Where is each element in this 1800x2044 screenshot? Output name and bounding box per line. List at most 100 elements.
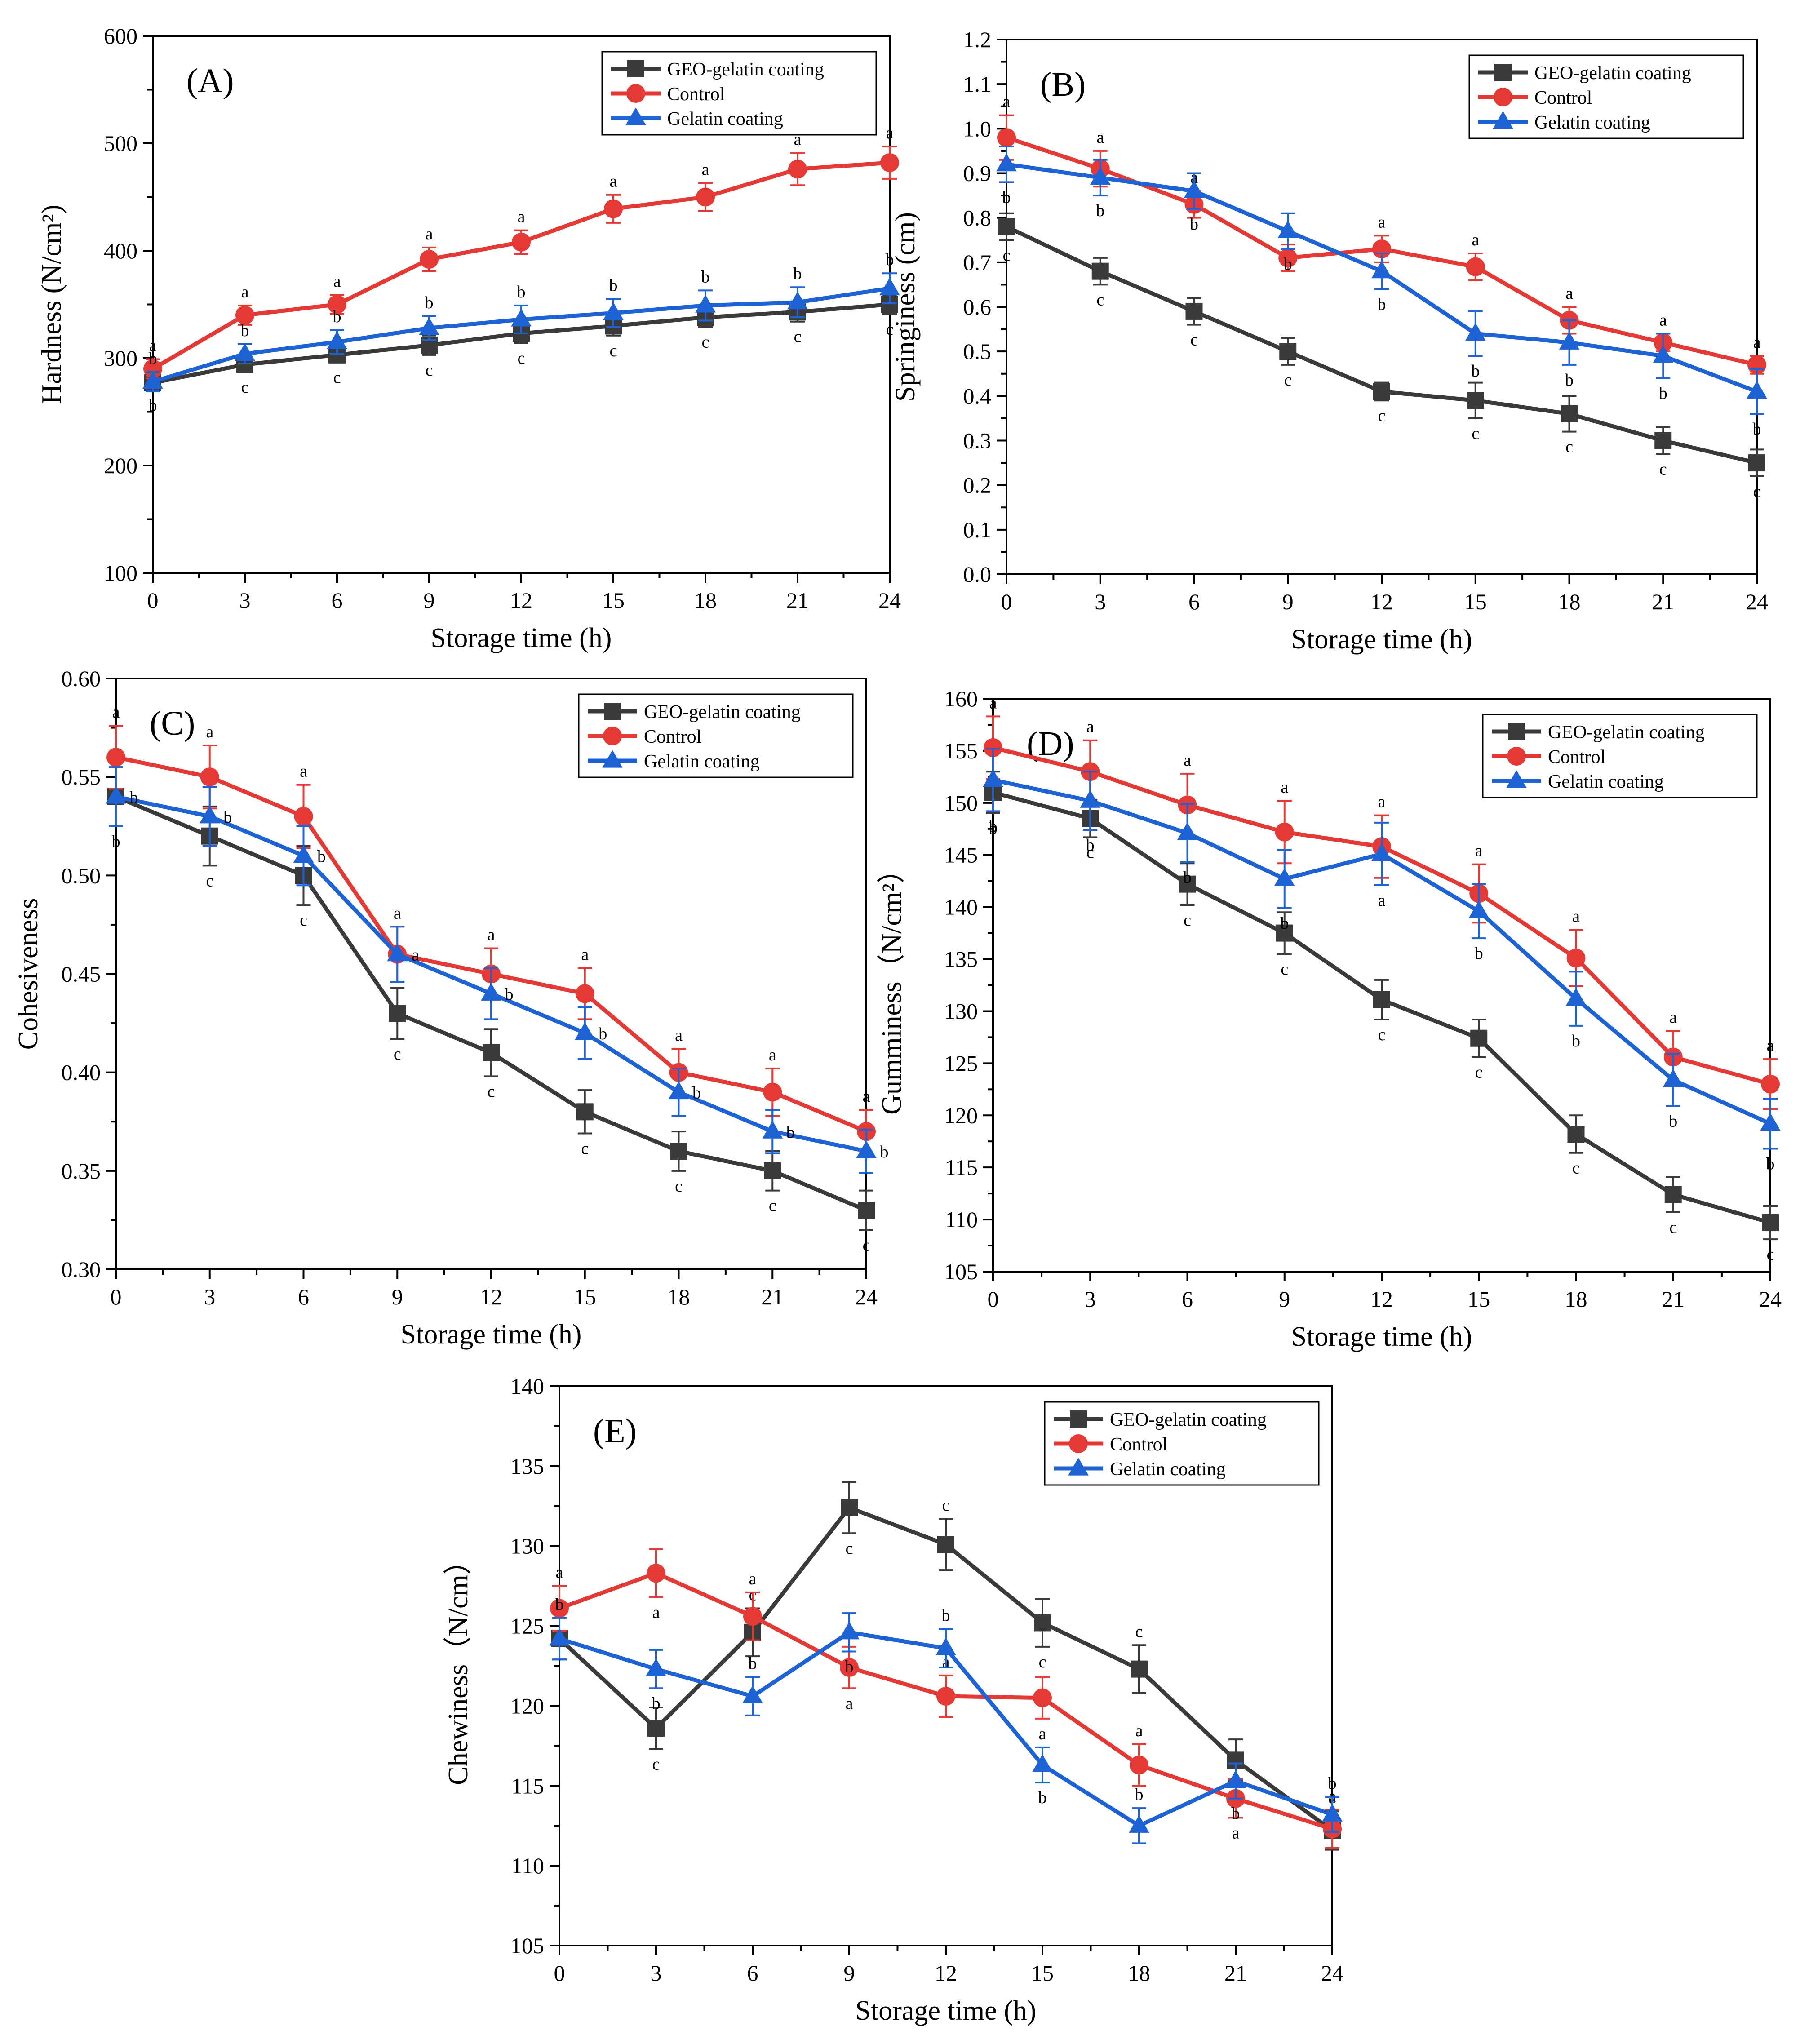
data-point	[984, 738, 1002, 757]
x-tick-label: 18	[694, 588, 717, 613]
y-tick-label: 0.60	[62, 666, 101, 691]
x-tick-label: 3	[1095, 589, 1106, 614]
legend-marker	[1494, 88, 1512, 106]
legend-marker	[1506, 770, 1527, 788]
significance-letter: a	[1472, 231, 1479, 249]
significance-letter: b	[1096, 201, 1104, 220]
significance-letter: b	[130, 788, 138, 807]
y-tick-label: 120	[944, 1103, 978, 1128]
y-tick-label: 1.2	[963, 27, 992, 52]
panel-label: (B)	[1040, 66, 1086, 103]
significance-letter: b	[241, 321, 249, 340]
chart-c: 0 3 6 9 12 15 18 21 24 0.30 0.35 0.40 0.45 0.50 0.55 0.…	[13, 666, 889, 1350]
y-axis-title: Springiness (cm)	[890, 212, 921, 402]
x-axis-title: Storage time (h)	[401, 1319, 582, 1350]
significance-letter: b	[1471, 362, 1480, 381]
data-point	[937, 1536, 954, 1553]
significance-letter: a	[1232, 1823, 1240, 1842]
x-tick-label: 6	[1188, 589, 1200, 614]
significance-letter: a	[488, 926, 495, 944]
legend: GEO-gelatin coating Control Gelatin coatin…	[1482, 714, 1758, 798]
y-tick-label: 115	[511, 1773, 544, 1798]
significance-letter: b	[1475, 944, 1483, 963]
significance-letter: b	[609, 276, 618, 295]
data-point	[742, 1685, 763, 1703]
data-point	[1373, 991, 1390, 1008]
significance-letter: c	[518, 349, 525, 368]
significance-letter: b	[1232, 1805, 1240, 1823]
data-point	[604, 199, 623, 218]
chart-b: 0 3 6 9 12 15 18 21 24 0.0 0.1 0.2 0.3 0.4 0.5 0.6 0.7 0.…	[890, 27, 1768, 655]
significance-letter: a	[581, 945, 589, 964]
chart-a: 0 3 6 9 12 15 18 21 24 100 200 300 400 500 600 Storage …	[36, 23, 901, 653]
significance-letter: a	[1669, 1008, 1677, 1027]
legend: GEO-gelatin coating Control Gelatin coatin…	[1044, 1401, 1320, 1486]
significance-letter: b	[1753, 420, 1761, 439]
x-tick-label: 12	[1370, 1286, 1393, 1312]
x-tick-label: 18	[668, 1284, 690, 1309]
legend-entry-geo-gelatin-coating: GEO-gelatin coating	[667, 59, 824, 80]
significance-letter: b	[989, 817, 998, 836]
legend: GEO-gelatin coating Control Gelatin coatin…	[601, 51, 877, 136]
data-point	[1565, 988, 1587, 1006]
legend-entry-geo-gelatin-coating: GEO-gelatin coating	[644, 702, 801, 723]
significance-letter: b	[599, 1024, 607, 1043]
legend-entry-control: Control	[667, 84, 725, 105]
data-point	[762, 1121, 783, 1139]
data-point	[199, 805, 220, 824]
legend-marker	[627, 60, 644, 77]
y-tick-label: 0.3	[963, 428, 992, 453]
data-point	[998, 218, 1015, 235]
x-tick-label: 0	[1001, 589, 1012, 614]
x-tick-label: 9	[1282, 589, 1294, 614]
data-point	[549, 1628, 570, 1646]
significance-letter: c	[394, 1045, 401, 1064]
panel-label: (A)	[186, 62, 234, 100]
data-point	[646, 1658, 666, 1676]
significance-letter: a	[749, 1570, 757, 1588]
y-tick-label: 0.1	[963, 517, 992, 542]
y-tick-label: 0.7	[963, 250, 992, 275]
significance-letter: b	[942, 1606, 950, 1625]
significance-letter: a	[1378, 793, 1386, 811]
significance-letter: a	[1135, 1721, 1143, 1740]
significance-letter: c	[1378, 406, 1386, 425]
significance-letter: c	[1753, 482, 1761, 501]
y-tick-label: 105	[510, 1933, 544, 1958]
x-tick-label: 15	[574, 1284, 596, 1309]
data-point	[1559, 332, 1580, 350]
data-point	[879, 277, 900, 296]
series-geo-gelatin-coating: b c c c c c c c c	[107, 766, 875, 1255]
x-tick-label: 15	[1467, 1286, 1490, 1312]
x-tick-label: 3	[1085, 1286, 1096, 1312]
data-point	[143, 359, 162, 378]
x-tick-label: 9	[424, 588, 435, 613]
significance-letter: b	[845, 1657, 854, 1676]
significance-letter: c	[1190, 331, 1198, 350]
legend-entry-gelatin-coating: Gelatin coating	[644, 751, 760, 772]
significance-letter: b	[1183, 868, 1192, 887]
y-tick-label: 400	[104, 238, 137, 263]
legend-marker	[1068, 1458, 1089, 1476]
y-tick-label: 125	[944, 1051, 978, 1076]
y-tick-label: 140	[944, 895, 978, 920]
significance-letter: b	[112, 832, 120, 851]
legend-entry-control: Control	[1110, 1434, 1167, 1455]
significance-letter: a	[1378, 891, 1386, 910]
data-point	[294, 807, 313, 826]
data-point	[387, 943, 408, 962]
significance-letter: b	[505, 985, 514, 1004]
y-axis-title: Gumminess（N/cm²）	[877, 856, 907, 1115]
significance-letter: a	[1086, 718, 1094, 736]
chart-e: 0 3 6 9 12 15 18 21 24 105 110 115 120 125 130 135 140 St…	[443, 1374, 1343, 2026]
y-tick-label: 120	[510, 1693, 544, 1718]
significance-letter: a	[1753, 333, 1761, 352]
data-point	[997, 128, 1016, 147]
y-tick-label: 125	[510, 1614, 544, 1639]
significance-letter: b	[317, 847, 326, 866]
significance-letter: a	[1572, 907, 1580, 926]
y-tick-label: 110	[511, 1853, 544, 1878]
significance-letter: b	[880, 1143, 889, 1162]
significance-letter: c	[702, 333, 709, 352]
